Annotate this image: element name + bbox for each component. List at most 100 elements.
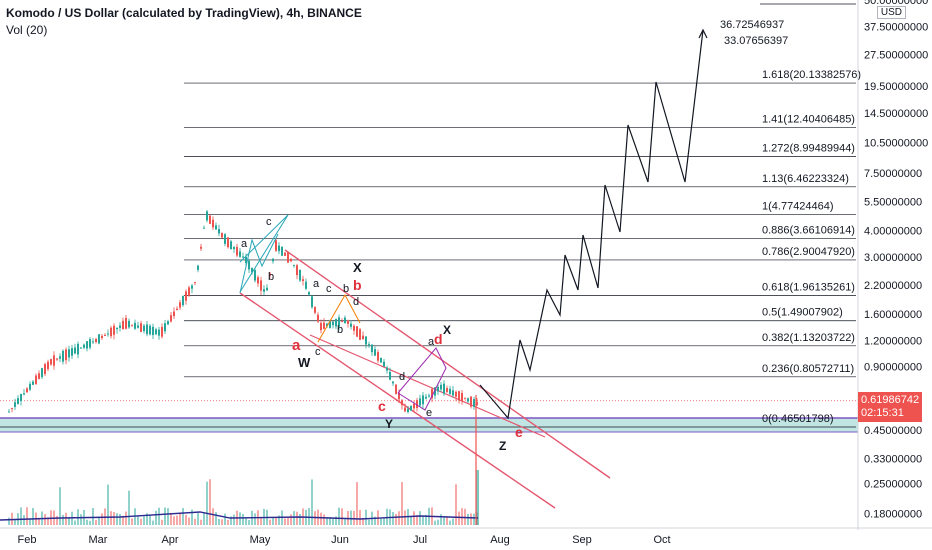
volume-bar xyxy=(152,520,154,525)
support-band xyxy=(0,418,858,432)
candle-body xyxy=(215,225,217,230)
candle-body xyxy=(431,388,433,399)
volume-bar xyxy=(47,517,49,525)
volume-bar xyxy=(167,508,169,525)
volume-bar xyxy=(143,516,145,525)
volume-bar xyxy=(44,514,46,525)
candle-body xyxy=(182,296,184,306)
volume-bar xyxy=(131,518,133,525)
fib-level-label: 0.5(1.49007902) xyxy=(762,307,843,319)
candle-body xyxy=(467,398,469,402)
volume-bar xyxy=(275,517,277,525)
price-tick-label: 27.50000000 xyxy=(864,50,928,62)
candle-body xyxy=(161,326,163,337)
candle-body xyxy=(314,307,316,313)
candle-body xyxy=(149,325,151,335)
candle-body xyxy=(236,246,238,256)
volume-bar xyxy=(8,517,10,525)
candle-body xyxy=(113,325,115,335)
volume-bar xyxy=(476,470,479,525)
candle-body xyxy=(263,289,265,292)
candle-body xyxy=(395,384,397,394)
sub-wave-label: a xyxy=(241,238,248,250)
candle-body xyxy=(146,324,148,335)
candle-body xyxy=(347,320,349,324)
volume-bar xyxy=(320,512,322,525)
candle-body xyxy=(224,234,226,244)
cyan-zigzag xyxy=(239,233,279,294)
fib-level-label: 1.41(12.40406485) xyxy=(762,113,855,125)
volume-bar xyxy=(254,513,256,525)
candle-body xyxy=(74,347,76,354)
price-tick-label: 2.20000000 xyxy=(864,280,922,292)
candle-body xyxy=(269,273,271,276)
wave-label-w: W xyxy=(298,355,311,370)
volume-bar xyxy=(191,509,193,525)
candle-body xyxy=(377,351,379,361)
candle-body xyxy=(446,388,448,392)
candle-body xyxy=(86,341,88,349)
price-tick-label: 1.20000000 xyxy=(864,335,922,347)
candle-body xyxy=(38,373,40,379)
orange-zigzag xyxy=(317,293,361,343)
candle-body xyxy=(410,405,412,411)
volume-bar xyxy=(107,484,109,525)
currency-button[interactable]: USD xyxy=(876,6,906,19)
candle-body xyxy=(239,251,241,257)
channel-mid-line xyxy=(309,334,546,438)
volume-bar xyxy=(68,517,70,525)
candle-body xyxy=(425,396,427,399)
time-tick-label: Apr xyxy=(161,534,178,546)
cyan-wedge xyxy=(239,214,289,293)
volume-bar xyxy=(350,510,352,525)
candle-body xyxy=(125,317,127,329)
volume-bar xyxy=(209,479,211,525)
candle-body xyxy=(338,317,340,327)
candle-body xyxy=(152,326,154,336)
candle-body xyxy=(368,344,370,346)
volume-bar xyxy=(137,516,139,525)
sub-wave-label: d xyxy=(399,371,405,383)
candle-body xyxy=(137,325,139,328)
volume-bar xyxy=(179,512,181,525)
volume-bar xyxy=(92,507,94,525)
candle-body xyxy=(275,240,277,251)
volume-bar xyxy=(311,479,313,525)
candle-body xyxy=(470,396,472,407)
volume-bar xyxy=(23,515,25,525)
volume-bar xyxy=(230,516,232,525)
candle-body xyxy=(65,349,67,361)
candle-body xyxy=(179,302,181,308)
volume-bar xyxy=(221,519,223,525)
candle-body xyxy=(407,408,409,413)
volume-bar xyxy=(398,511,400,525)
volume-indicator-label[interactable]: Vol (20) xyxy=(6,23,48,37)
volume-bar xyxy=(413,511,415,525)
volume-bar xyxy=(95,519,97,525)
candle-body xyxy=(284,252,286,256)
volume-bar xyxy=(392,512,394,525)
volume-bar xyxy=(29,518,31,525)
sub-wave-label: c xyxy=(326,283,332,295)
candle-body xyxy=(311,296,313,308)
candle-body xyxy=(278,245,280,252)
candle-body xyxy=(461,392,463,402)
candle-body xyxy=(155,329,157,335)
candle-body xyxy=(326,323,328,327)
candle-body xyxy=(437,386,439,392)
candle-body xyxy=(320,322,322,331)
volume-bar xyxy=(449,520,451,525)
sub-wave-label: a xyxy=(428,336,435,348)
volume-bar xyxy=(269,519,271,525)
candle-body xyxy=(416,400,418,408)
candle-body xyxy=(11,408,13,410)
candle-body xyxy=(398,392,400,400)
volume-bar xyxy=(110,511,112,525)
bar-countdown: 02:15:31 xyxy=(861,406,904,419)
price-tick-label: 0.45000000 xyxy=(864,425,922,437)
volume-bar xyxy=(467,513,469,525)
volume-bar xyxy=(326,517,328,525)
candle-body xyxy=(158,329,160,336)
volume-bar xyxy=(362,518,364,525)
